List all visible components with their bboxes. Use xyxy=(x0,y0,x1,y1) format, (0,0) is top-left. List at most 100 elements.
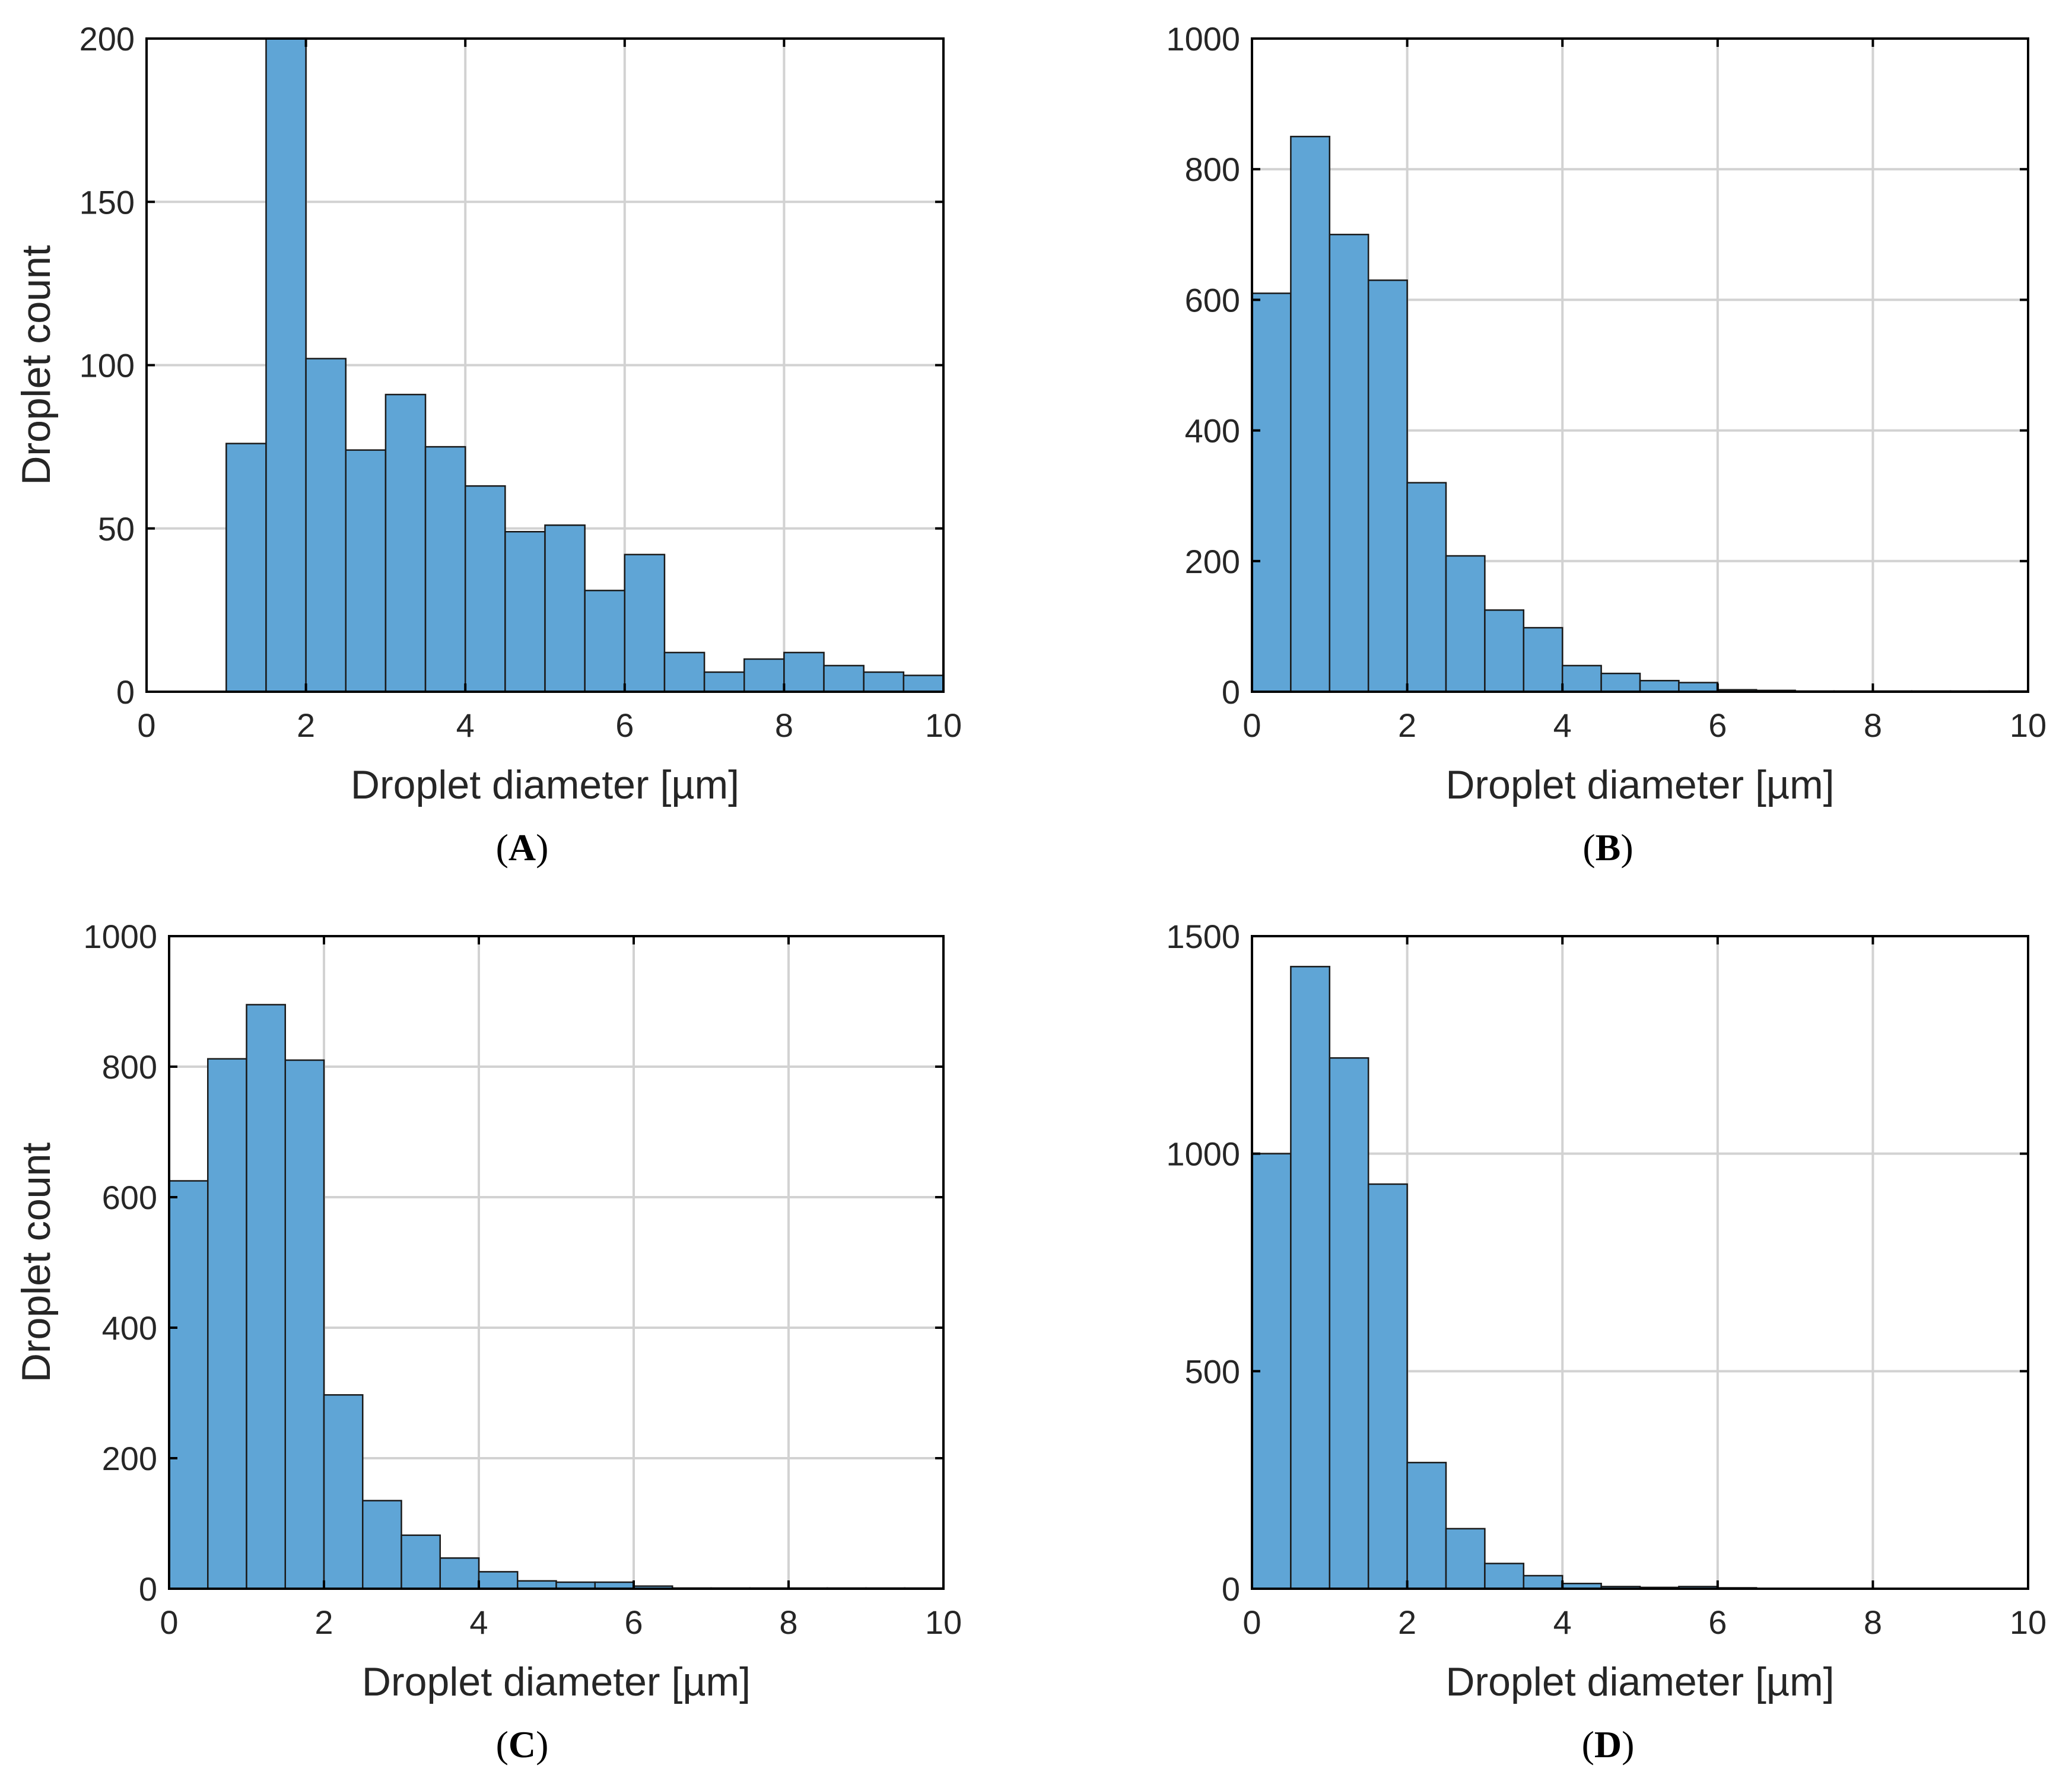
y-tick-label: 800 xyxy=(1185,151,1240,188)
histogram-bar xyxy=(246,1004,286,1590)
y-tick-label: 150 xyxy=(80,183,135,221)
y-tick-label: 1000 xyxy=(83,918,157,955)
histogram-bar xyxy=(225,443,267,693)
caption-open-paren: ( xyxy=(496,1723,509,1766)
histogram-bar xyxy=(863,671,905,693)
x-tick-label: 4 xyxy=(469,1604,488,1641)
y-tick-label: 200 xyxy=(80,20,135,58)
x-tick-label: 2 xyxy=(297,707,315,744)
histogram-bar xyxy=(439,1557,480,1590)
histogram-bar xyxy=(1406,1462,1447,1590)
caption-letter: A xyxy=(509,826,536,869)
y-axis-title: Droplet count xyxy=(14,245,59,485)
histogram-bar xyxy=(624,554,666,693)
histogram-bar xyxy=(544,524,586,693)
y-axis-title: Droplet count xyxy=(14,245,59,485)
x-tick-label: 6 xyxy=(1708,707,1727,744)
x-axis-title: Droplet diameter [µm] xyxy=(351,762,739,807)
x-tick-label: 10 xyxy=(925,707,962,744)
x-tick-label: 6 xyxy=(615,707,634,744)
histogram-bar xyxy=(743,658,785,693)
histogram-bar xyxy=(305,358,347,693)
histogram-bar xyxy=(1523,626,1563,693)
caption-open-paren: ( xyxy=(496,826,509,869)
y-tick-label: 0 xyxy=(1222,1570,1240,1608)
y-tick-label: 400 xyxy=(102,1309,157,1347)
histogram-bar xyxy=(584,590,626,693)
panel-caption: (A) xyxy=(496,826,549,869)
histogram-bar xyxy=(663,651,706,693)
y-tick-label: 0 xyxy=(116,673,135,711)
x-tick-label: 2 xyxy=(1398,1604,1416,1641)
x-tick-label: 0 xyxy=(160,1604,178,1641)
y-tick-label: 200 xyxy=(102,1440,157,1477)
axes-frame xyxy=(1251,37,2029,693)
histogram-bar xyxy=(424,446,466,693)
x-tick-label: 0 xyxy=(1242,707,1261,744)
histogram-bar xyxy=(1678,682,1719,693)
x-tick-label: 8 xyxy=(775,707,793,744)
x-tick-label: 8 xyxy=(1864,1604,1882,1641)
y-tick-label: 0 xyxy=(139,1570,157,1608)
x-tick-label: 4 xyxy=(456,707,475,744)
histogram-bar xyxy=(703,671,745,693)
caption-letter: C xyxy=(509,1723,536,1766)
panel-caption: (C) xyxy=(496,1723,549,1766)
y-tick-label: 600 xyxy=(1185,281,1240,319)
histogram-bar xyxy=(284,1059,325,1590)
histogram-bar xyxy=(1367,279,1408,693)
y-axis-title: Droplet count xyxy=(14,1143,59,1383)
histogram-bar xyxy=(1484,1563,1525,1590)
histogram-bar xyxy=(1639,680,1680,693)
x-tick-label: 10 xyxy=(2010,707,2046,744)
x-axis-title: Droplet diameter [µm] xyxy=(1445,762,1834,807)
x-tick-label: 6 xyxy=(1708,1604,1727,1641)
histogram-bar xyxy=(1329,1057,1369,1590)
panel-c: 0 2 4 6 8 10 0 200 400 600 800 1000 Droplet diameter… xyxy=(14,918,962,1766)
histogram-bar xyxy=(265,37,307,693)
axes-frame xyxy=(168,935,945,1590)
y-tick-label: 1000 xyxy=(1166,1135,1240,1173)
caption-close-paren: ) xyxy=(1622,1723,1634,1766)
histogram-bar xyxy=(1290,966,1331,1590)
y-tick-label: 400 xyxy=(1185,412,1240,450)
panel-caption: (D) xyxy=(1582,1723,1635,1766)
histogram-bar xyxy=(1445,555,1486,693)
histogram-bar xyxy=(1251,292,1292,693)
y-tick-label: 0 xyxy=(1222,673,1240,711)
histogram-bar xyxy=(384,393,427,693)
x-tick-label: 2 xyxy=(1398,707,1416,744)
histogram-bar xyxy=(504,531,546,693)
y-tick-label: 200 xyxy=(1185,543,1240,580)
x-tick-label: 0 xyxy=(1242,1604,1261,1641)
x-tick-label: 6 xyxy=(624,1604,643,1641)
histogram-bar xyxy=(345,449,387,693)
histogram-bar xyxy=(1367,1183,1408,1590)
x-tick-label: 8 xyxy=(779,1604,797,1641)
histogram-bar xyxy=(1523,1574,1563,1590)
histogram-bar xyxy=(1600,672,1641,693)
histogram-bar xyxy=(323,1394,364,1590)
y-axis-title: Droplet count xyxy=(14,1143,59,1383)
caption-letter: D xyxy=(1594,1723,1622,1766)
histogram-bar xyxy=(1329,234,1369,693)
histogram-bar xyxy=(783,651,825,693)
histogram-bar xyxy=(478,1571,519,1590)
y-tick-label: 50 xyxy=(98,510,135,548)
histogram-bar xyxy=(1406,482,1447,693)
y-tick-label: 600 xyxy=(102,1179,157,1216)
x-tick-label: 0 xyxy=(137,707,155,744)
y-tick-label: 500 xyxy=(1185,1353,1240,1390)
caption-open-paren: ( xyxy=(1582,826,1595,869)
histogram-bar xyxy=(168,1180,209,1590)
histogram-bar xyxy=(1484,609,1525,693)
x-tick-label: 2 xyxy=(314,1604,333,1641)
x-tick-label: 4 xyxy=(1553,1604,1572,1641)
x-tick-label: 10 xyxy=(925,1604,962,1641)
caption-open-paren: ( xyxy=(1582,1723,1594,1766)
histogram-bar xyxy=(362,1500,402,1590)
y-tick-label: 1500 xyxy=(1166,918,1240,955)
